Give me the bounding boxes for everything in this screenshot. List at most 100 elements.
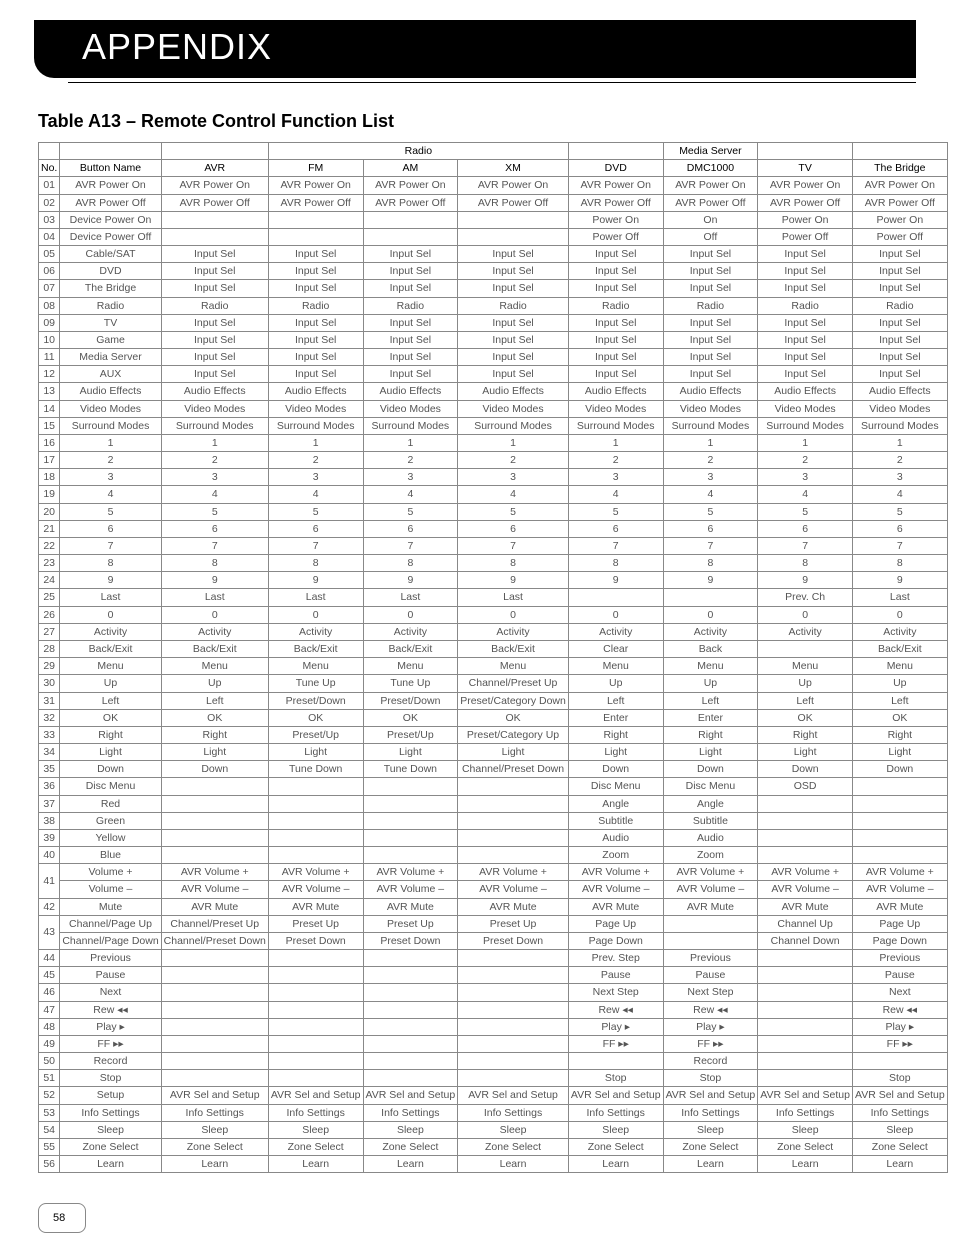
cell-value: Radio bbox=[852, 297, 947, 314]
cell-value: Back/Exit bbox=[268, 640, 363, 657]
cell-value: FF ▸▸ bbox=[663, 1035, 758, 1052]
table-row: 17222222222 bbox=[39, 452, 948, 469]
cell-value: Stop bbox=[852, 1070, 947, 1087]
cell-button-name: 5 bbox=[60, 503, 161, 520]
cell-value bbox=[458, 847, 569, 864]
cell-value bbox=[268, 1018, 363, 1035]
cell-value: Activity bbox=[758, 623, 853, 640]
cell-value bbox=[268, 1053, 363, 1070]
cell-value: AVR Sel and Setup bbox=[458, 1087, 569, 1104]
cell-value: Input Sel bbox=[663, 349, 758, 366]
cell-value bbox=[161, 1070, 268, 1087]
cell-button-name: Cable/SAT bbox=[60, 246, 161, 263]
cell-value: Input Sel bbox=[363, 263, 458, 280]
cell-value bbox=[268, 984, 363, 1001]
cell-value: 4 bbox=[458, 486, 569, 503]
cell-value: Channel/Preset Down bbox=[458, 761, 569, 778]
cell-value: Down bbox=[852, 761, 947, 778]
cell-value: Audio bbox=[568, 829, 663, 846]
cell-value: Preset/Down bbox=[268, 692, 363, 709]
cell-no: 32 bbox=[39, 709, 60, 726]
cell-value: Preset Down bbox=[268, 932, 363, 949]
cell-value: Stop bbox=[663, 1070, 758, 1087]
cell-value: Input Sel bbox=[663, 263, 758, 280]
cell-value: Back/Exit bbox=[458, 640, 569, 657]
cell-value: Preset/Category Up bbox=[458, 726, 569, 743]
cell-no: 04 bbox=[39, 228, 60, 245]
cell-button-name: AVR Power On bbox=[60, 177, 161, 194]
table-row: 16111111111 bbox=[39, 434, 948, 451]
table-row: 52SetupAVR Sel and SetupAVR Sel and Setu… bbox=[39, 1087, 948, 1104]
cell-value bbox=[268, 967, 363, 984]
table-row: Volume –AVR Volume –AVR Volume –AVR Volu… bbox=[39, 881, 948, 898]
cell-value: AVR Power Off bbox=[458, 194, 569, 211]
cell-value: Audio Effects bbox=[568, 383, 663, 400]
col-dvd: DVD bbox=[568, 160, 663, 177]
cell-value bbox=[363, 812, 458, 829]
cell-value: Light bbox=[458, 744, 569, 761]
cell-value: 7 bbox=[363, 537, 458, 554]
cell-value bbox=[852, 778, 947, 795]
cell-value: Audio Effects bbox=[663, 383, 758, 400]
table-row: Channel/Page DownChannel/Preset DownPres… bbox=[39, 932, 948, 949]
cell-value: 7 bbox=[852, 537, 947, 554]
cell-button-name: Play ▸ bbox=[60, 1018, 161, 1035]
cell-value: Back bbox=[663, 640, 758, 657]
cell-value: Channel Up bbox=[758, 915, 853, 932]
col-fm: FM bbox=[268, 160, 363, 177]
table-row: 12AUXInput SelInput SelInput SelInput Se… bbox=[39, 366, 948, 383]
table-row: 10GameInput SelInput SelInput SelInput S… bbox=[39, 331, 948, 348]
cell-value: 2 bbox=[852, 452, 947, 469]
cell-value: Sleep bbox=[363, 1121, 458, 1138]
cell-value: Right bbox=[568, 726, 663, 743]
cell-button-name: 0 bbox=[60, 606, 161, 623]
cell-no: 03 bbox=[39, 211, 60, 228]
cell-value: Input Sel bbox=[568, 246, 663, 263]
cell-value: 9 bbox=[852, 572, 947, 589]
cell-value bbox=[268, 812, 363, 829]
table-row: 37RedAngleAngle bbox=[39, 795, 948, 812]
cell-button-name: Volume – bbox=[60, 881, 161, 898]
cell-value: Preset Up bbox=[363, 915, 458, 932]
cell-value: Menu bbox=[663, 658, 758, 675]
cell-value: 9 bbox=[663, 572, 758, 589]
cell-value: Light bbox=[758, 744, 853, 761]
cell-button-name: Right bbox=[60, 726, 161, 743]
cell-value bbox=[758, 950, 853, 967]
cell-value bbox=[363, 829, 458, 846]
cell-button-name: Activity bbox=[60, 623, 161, 640]
cell-value: 1 bbox=[458, 434, 569, 451]
cell-value: Last bbox=[363, 589, 458, 606]
cell-button-name: Sleep bbox=[60, 1121, 161, 1138]
table-row: 33RightRightPreset/UpPreset/UpPreset/Cat… bbox=[39, 726, 948, 743]
cell-button-name: Learn bbox=[60, 1156, 161, 1173]
cell-button-name: Disc Menu bbox=[60, 778, 161, 795]
cell-value bbox=[268, 211, 363, 228]
cell-button-name: Zone Select bbox=[60, 1138, 161, 1155]
cell-value: Learn bbox=[268, 1156, 363, 1173]
cell-value: OSD bbox=[758, 778, 853, 795]
cell-no: 44 bbox=[39, 950, 60, 967]
cell-value bbox=[161, 984, 268, 1001]
cell-value: 2 bbox=[458, 452, 569, 469]
cell-value bbox=[161, 1053, 268, 1070]
cell-no: 56 bbox=[39, 1156, 60, 1173]
cell-no: 29 bbox=[39, 658, 60, 675]
cell-value: AVR Volume + bbox=[268, 864, 363, 881]
cell-no: 52 bbox=[39, 1087, 60, 1104]
cell-button-name: 6 bbox=[60, 520, 161, 537]
cell-no: 17 bbox=[39, 452, 60, 469]
cell-value: 5 bbox=[568, 503, 663, 520]
table-row: 05Cable/SATInput SelInput SelInput SelIn… bbox=[39, 246, 948, 263]
cell-value bbox=[458, 950, 569, 967]
cell-value: Menu bbox=[268, 658, 363, 675]
cell-value: 8 bbox=[758, 555, 853, 572]
table-row: 01AVR Power OnAVR Power OnAVR Power OnAV… bbox=[39, 177, 948, 194]
cell-value: Radio bbox=[161, 297, 268, 314]
cell-value: Light bbox=[568, 744, 663, 761]
table-row: 41Volume +AVR Volume +AVR Volume +AVR Vo… bbox=[39, 864, 948, 881]
cell-value: AVR Power Off bbox=[852, 194, 947, 211]
cell-value: Back/Exit bbox=[852, 640, 947, 657]
cell-value bbox=[363, 1018, 458, 1035]
cell-no: 06 bbox=[39, 263, 60, 280]
